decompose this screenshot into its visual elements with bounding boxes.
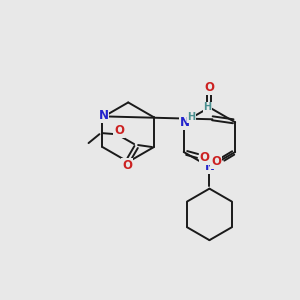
Text: O: O — [114, 124, 124, 137]
Text: N: N — [204, 160, 214, 173]
Text: O: O — [204, 81, 214, 94]
Text: N: N — [98, 109, 109, 122]
Text: H: H — [203, 102, 211, 112]
Text: O: O — [122, 159, 132, 172]
Text: H: H — [188, 112, 196, 122]
Text: O: O — [200, 152, 209, 164]
Text: O: O — [212, 155, 221, 168]
Text: N: N — [180, 116, 190, 129]
